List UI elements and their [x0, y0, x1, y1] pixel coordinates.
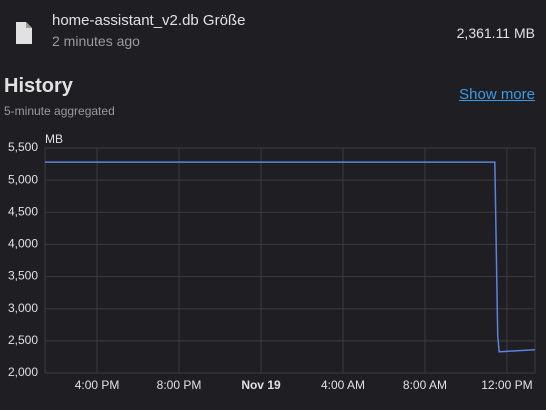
entity-name: home-assistant_v2.db Größe [52, 12, 246, 29]
y-tick-label: 4,500 [8, 204, 38, 218]
entity-state: 2,361.11 MB [456, 25, 535, 41]
last-updated: 2 minutes ago [52, 33, 140, 49]
line-series [45, 161, 536, 353]
x-tick-label: 4:00 AM [321, 378, 365, 392]
y-tick-label: 5,000 [8, 172, 38, 186]
x-tick-label: 8:00 AM [403, 378, 447, 392]
x-tick-label: 4:00 PM [75, 378, 120, 392]
y-tick-label: 3,500 [8, 269, 38, 283]
show-more-link[interactable]: Show more [459, 86, 535, 103]
y-tick-label: 2,000 [8, 365, 38, 379]
plot-border [44, 147, 536, 374]
y-tick-label: 2,500 [8, 333, 38, 347]
history-title: History [4, 75, 73, 97]
x-tick-label: 12:00 PM [481, 378, 532, 392]
x-tick-label: Nov 19 [241, 378, 281, 392]
history-subtitle: 5-minute aggregated [4, 104, 115, 118]
file-icon [16, 22, 32, 44]
y-tick-label: 3,000 [8, 301, 38, 315]
y-tick-label: 4,000 [8, 237, 38, 251]
y-axis-label: MB [45, 132, 63, 146]
x-tick-label: 8:00 PM [157, 378, 202, 392]
y-tick-label: 5,500 [8, 140, 38, 154]
